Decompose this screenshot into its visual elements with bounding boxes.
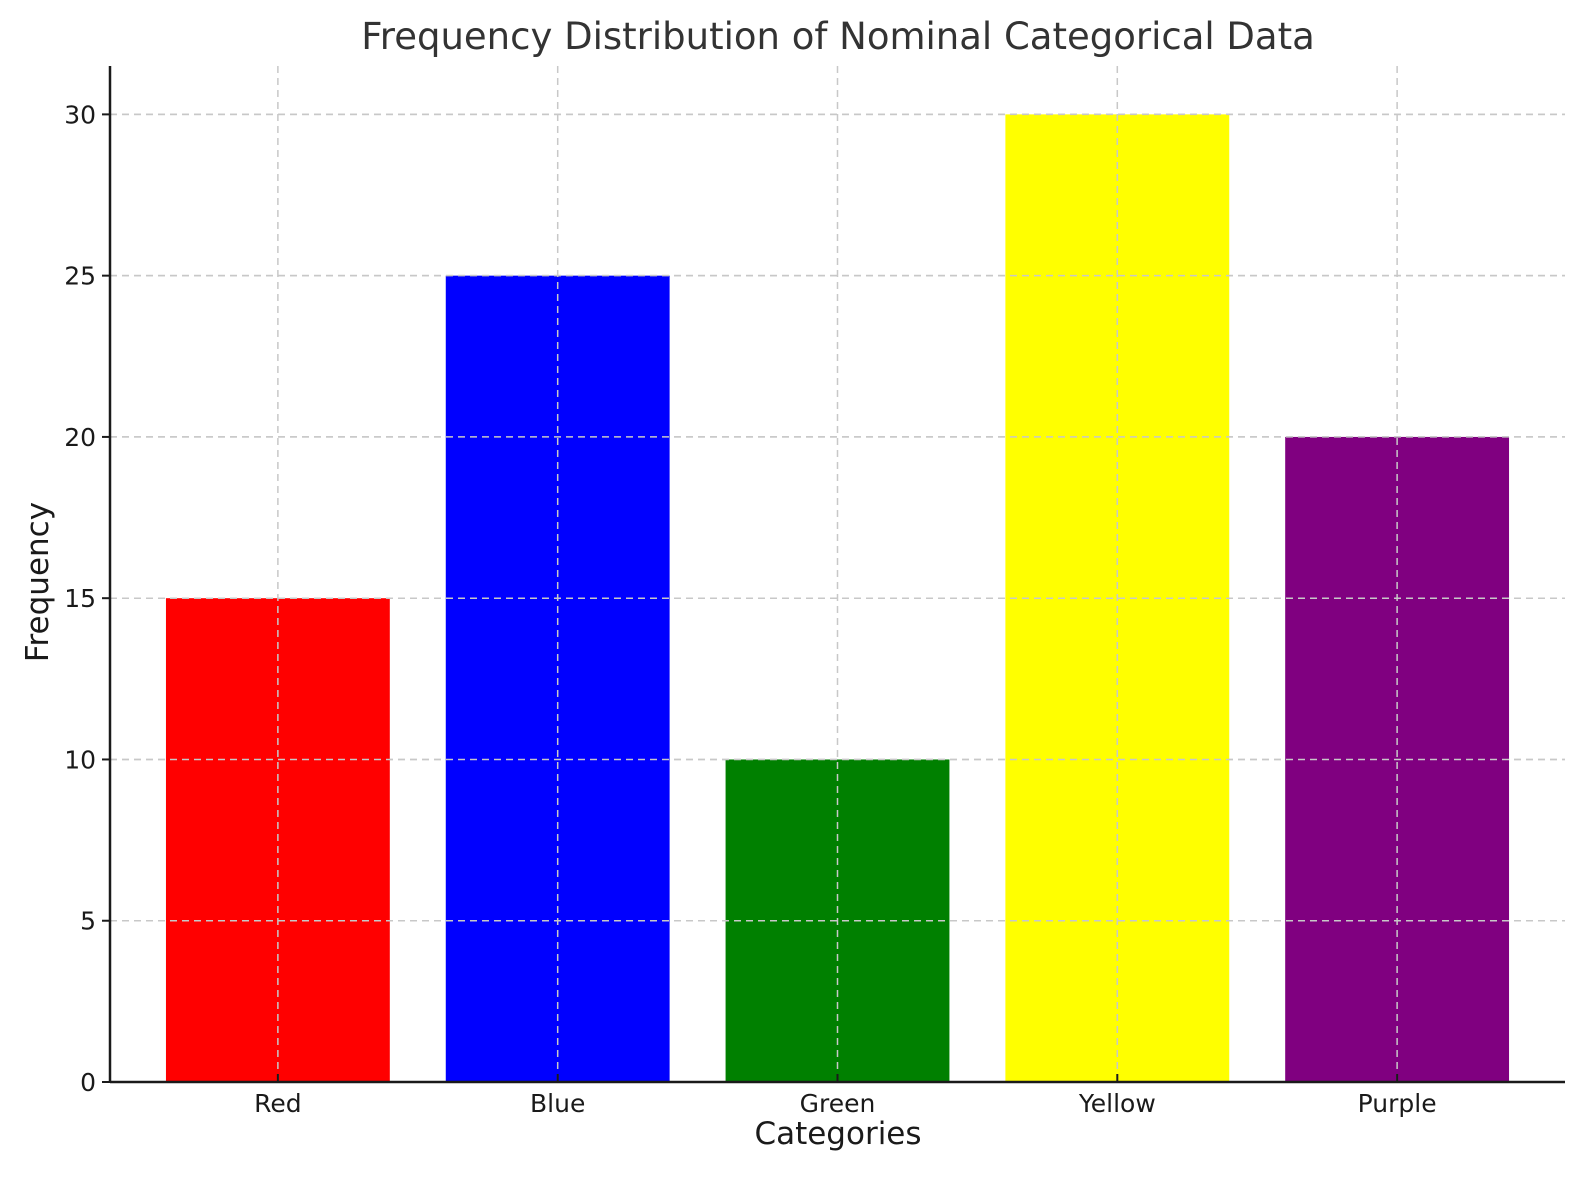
ticks-layer: 0 5 10 15 20 25 30 Red Blue Green Yellow Purple [64, 100, 1436, 1118]
chart-title: Frequency Distribution of Nominal Catego… [361, 15, 1315, 58]
y-axis-label: Frequency [20, 502, 56, 662]
vgrid-layer [110, 66, 1565, 1082]
y-tick-label: 30 [64, 100, 96, 129]
y-tick-label: 15 [64, 584, 96, 613]
y-tick-label: 0 [80, 1068, 96, 1097]
y-tick-label: 20 [64, 423, 96, 452]
x-tick-label: Red [254, 1089, 302, 1118]
y-tick-label: 5 [80, 907, 96, 936]
x-tick-label: Blue [530, 1089, 585, 1118]
x-tick-label: Purple [1358, 1089, 1437, 1118]
y-tick-label: 10 [64, 745, 96, 774]
x-tick-label: Green [800, 1089, 876, 1118]
x-axis-label: Categories [754, 1116, 921, 1152]
x-tick-label: Yellow [1078, 1089, 1156, 1118]
y-tick-label: 25 [64, 262, 96, 291]
